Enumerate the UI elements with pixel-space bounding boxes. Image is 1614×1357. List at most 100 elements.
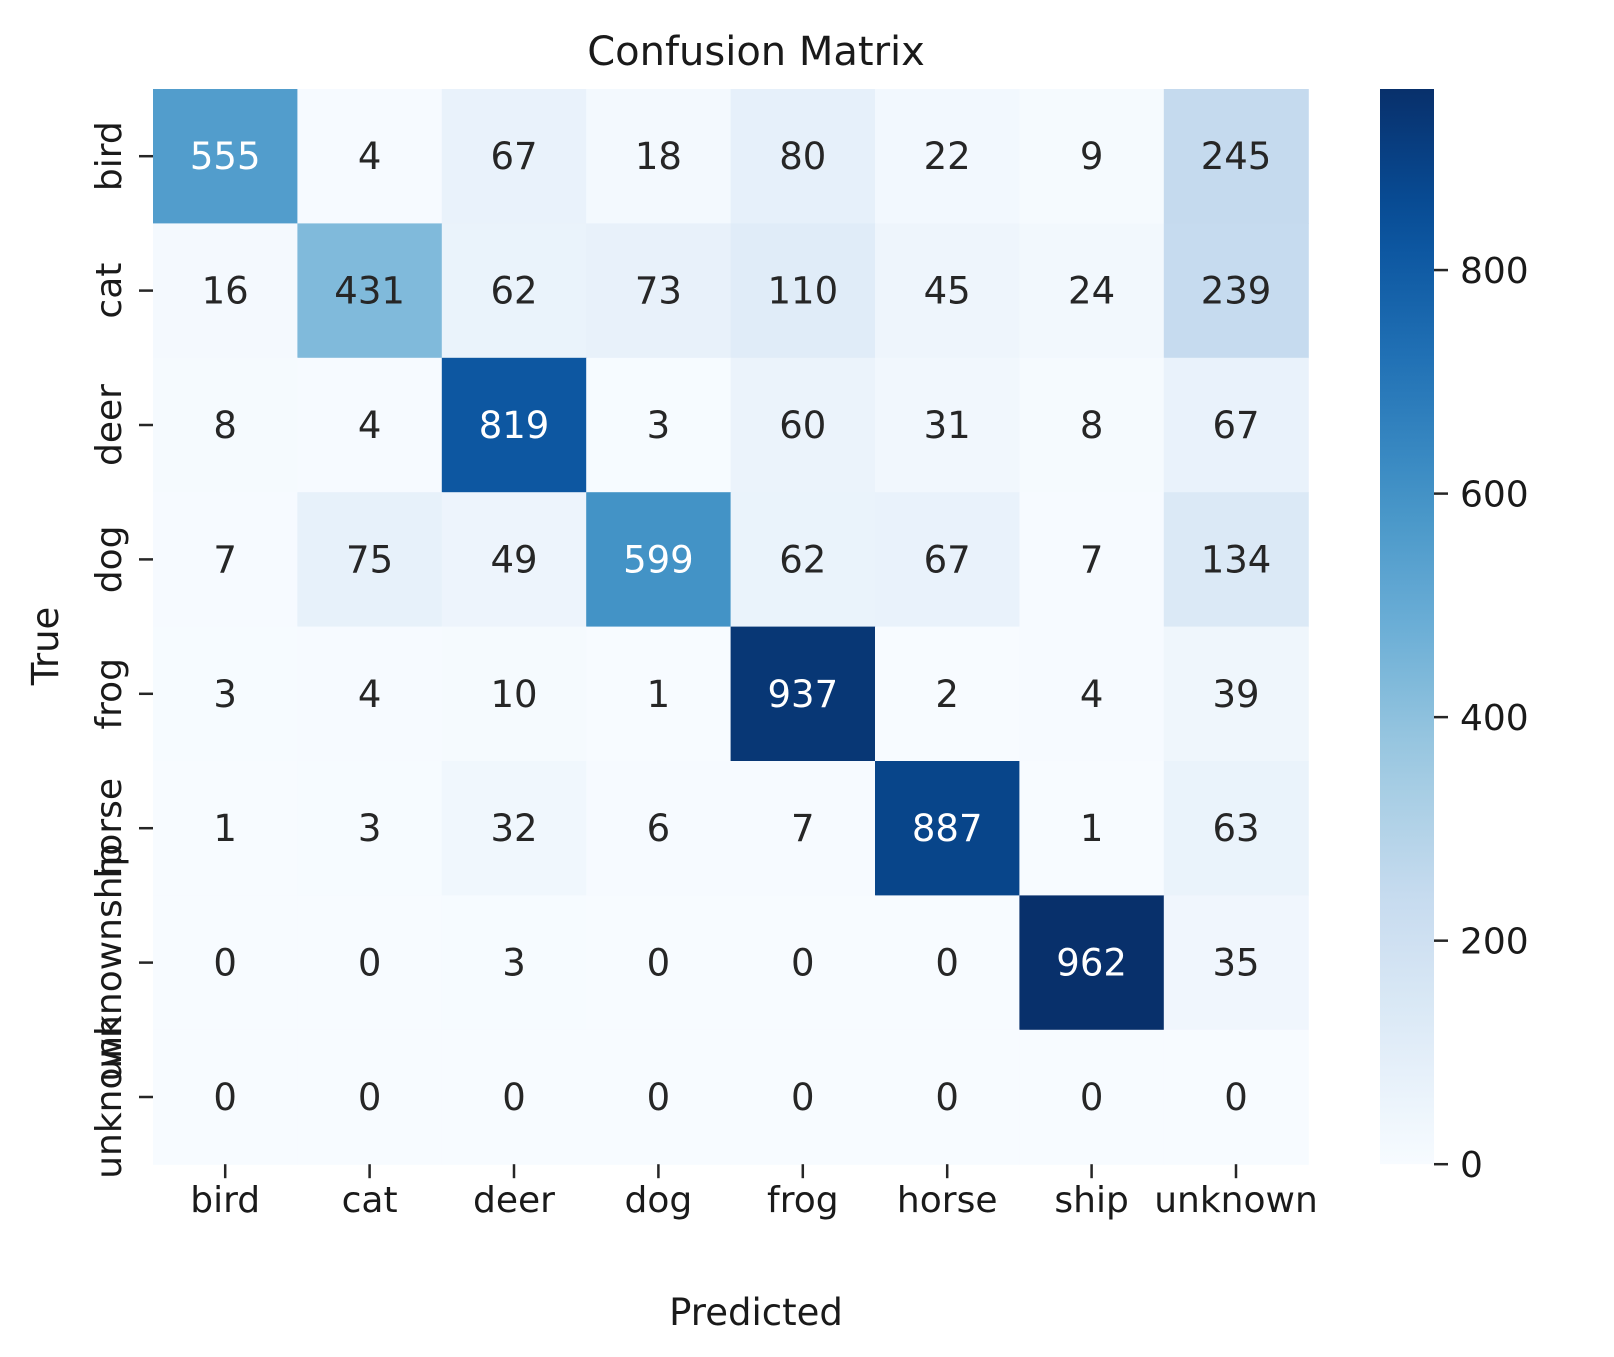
cell-value-label: 6 [647, 807, 671, 850]
cell-value-label: 245 [1201, 135, 1272, 178]
heatmap-cell [586, 223, 732, 359]
cell-value-label: 35 [1212, 942, 1259, 985]
colorbar-tick-label: 0 [1460, 1145, 1483, 1186]
colorbar-tick-label: 400 [1460, 698, 1529, 739]
colorbar-tick-label: 200 [1460, 922, 1529, 963]
cell-value-label: 8 [213, 404, 237, 447]
cell-value-label: 3 [213, 673, 237, 716]
heatmap-cell [875, 895, 1020, 1031]
heatmap-cell [441, 895, 587, 1031]
cell-value-label: 1 [213, 807, 237, 850]
heatmap-cell [297, 223, 443, 359]
x-tick-label: ship [1054, 1180, 1128, 1221]
cell-value-label: 75 [346, 538, 393, 581]
y-tick-label: frog [89, 658, 130, 730]
heatmap-cell [153, 357, 298, 493]
heatmap-cell [441, 223, 587, 359]
y-tick-label: unknownship [89, 844, 130, 1082]
cell-value-label: 0 [647, 942, 671, 985]
cell-value-label: 49 [490, 538, 537, 581]
y-tick-label: cat [89, 263, 130, 319]
heatmap-cell [1163, 223, 1309, 359]
heatmap-cell [1163, 895, 1309, 1031]
colorbar-gradient [1380, 89, 1434, 1165]
cell-value-label: 32 [490, 807, 537, 850]
y-axis-ticks: bird cat deer dog frog horseunknownshipunknow… [89, 121, 153, 1179]
cell-value-label: 431 [334, 270, 405, 313]
heatmap-cell [1163, 1029, 1309, 1165]
heatmap-cell [730, 492, 876, 628]
cell-value-label: 63 [1212, 807, 1259, 850]
cell-value-label: 45 [924, 270, 971, 313]
x-tick-label: bird [190, 1180, 260, 1221]
heatmap-cell [730, 895, 876, 1031]
cell-value-label: 7 [791, 807, 815, 850]
cell-value-label: 67 [924, 538, 971, 581]
x-tick-label: dog [625, 1180, 693, 1221]
heatmap-cell [875, 89, 1020, 224]
cell-value-label: 4 [1080, 673, 1104, 716]
cell-value-label: 31 [924, 404, 971, 447]
cell-value-label: 0 [935, 1076, 959, 1119]
heatmap-cell [586, 492, 732, 628]
heatmap-cell [875, 1029, 1020, 1165]
cell-value-label: 4 [358, 135, 382, 178]
cell-value-label: 24 [1068, 270, 1115, 313]
cell-value-label: 80 [779, 135, 826, 178]
heatmap-cell [875, 223, 1020, 359]
cell-value-label: 0 [1080, 1076, 1104, 1119]
cell-value-label: 0 [791, 1076, 815, 1119]
cell-value-label: 2 [935, 673, 959, 716]
cell-value-label: 10 [490, 673, 537, 716]
cell-value-label: 555 [190, 135, 261, 178]
cell-value-label: 18 [635, 135, 682, 178]
y-tick-label: horse [89, 778, 130, 879]
heatmap-cell [875, 761, 1020, 896]
y-tick-label: bird [89, 121, 130, 191]
heatmap-cell [586, 761, 732, 896]
cell-value-label: 8 [1080, 404, 1104, 447]
cell-value-label: 67 [490, 135, 537, 178]
cell-value-label: 22 [924, 135, 971, 178]
cell-value-label: 0 [213, 942, 237, 985]
chart-title: Confusion Matrix [587, 29, 925, 75]
cell-value-label: 134 [1201, 538, 1272, 581]
cell-value-label: 4 [358, 404, 382, 447]
heatmap-cell [586, 357, 732, 493]
heatmap-cell [1019, 223, 1165, 359]
cell-value-label: 962 [1056, 942, 1127, 985]
heatmap-cell [153, 1029, 298, 1165]
heatmap-cell [153, 626, 298, 762]
heatmap-cell [730, 89, 876, 224]
heatmap-cell [1019, 626, 1165, 762]
heatmap-cell [153, 895, 298, 1031]
heatmap-cell [586, 89, 732, 224]
heatmap-cell [297, 492, 443, 628]
cell-value-label: 0 [358, 942, 382, 985]
cell-value-label: 0 [791, 942, 815, 985]
cell-value-label: 3 [502, 942, 526, 985]
cell-value-label: 1 [647, 673, 671, 716]
heatmap-cell [1163, 492, 1309, 628]
cell-value-label: 73 [635, 270, 682, 313]
x-tick-label: cat [342, 1180, 398, 1221]
heatmap-cell [1163, 89, 1309, 224]
cell-value-label: 819 [479, 404, 550, 447]
x-tick-label: deer [473, 1180, 555, 1221]
heatmap-cell [441, 761, 587, 896]
x-tick-label: horse [897, 1180, 998, 1221]
heatmap-cell [875, 492, 1020, 628]
x-tick-label: unknown [1154, 1180, 1318, 1221]
heatmap-cell [153, 89, 298, 224]
heatmap-cell [1163, 761, 1309, 896]
heatmap-cell [153, 492, 298, 628]
cell-value-label: 4 [358, 673, 382, 716]
heatmap-cell [1019, 895, 1165, 1031]
cell-value-label: 599 [623, 538, 694, 581]
heatmap-cell [1019, 1029, 1165, 1165]
heatmap-cell [586, 895, 732, 1031]
cell-value-label: 60 [779, 404, 826, 447]
y-tick-label: unknown [89, 1015, 130, 1179]
